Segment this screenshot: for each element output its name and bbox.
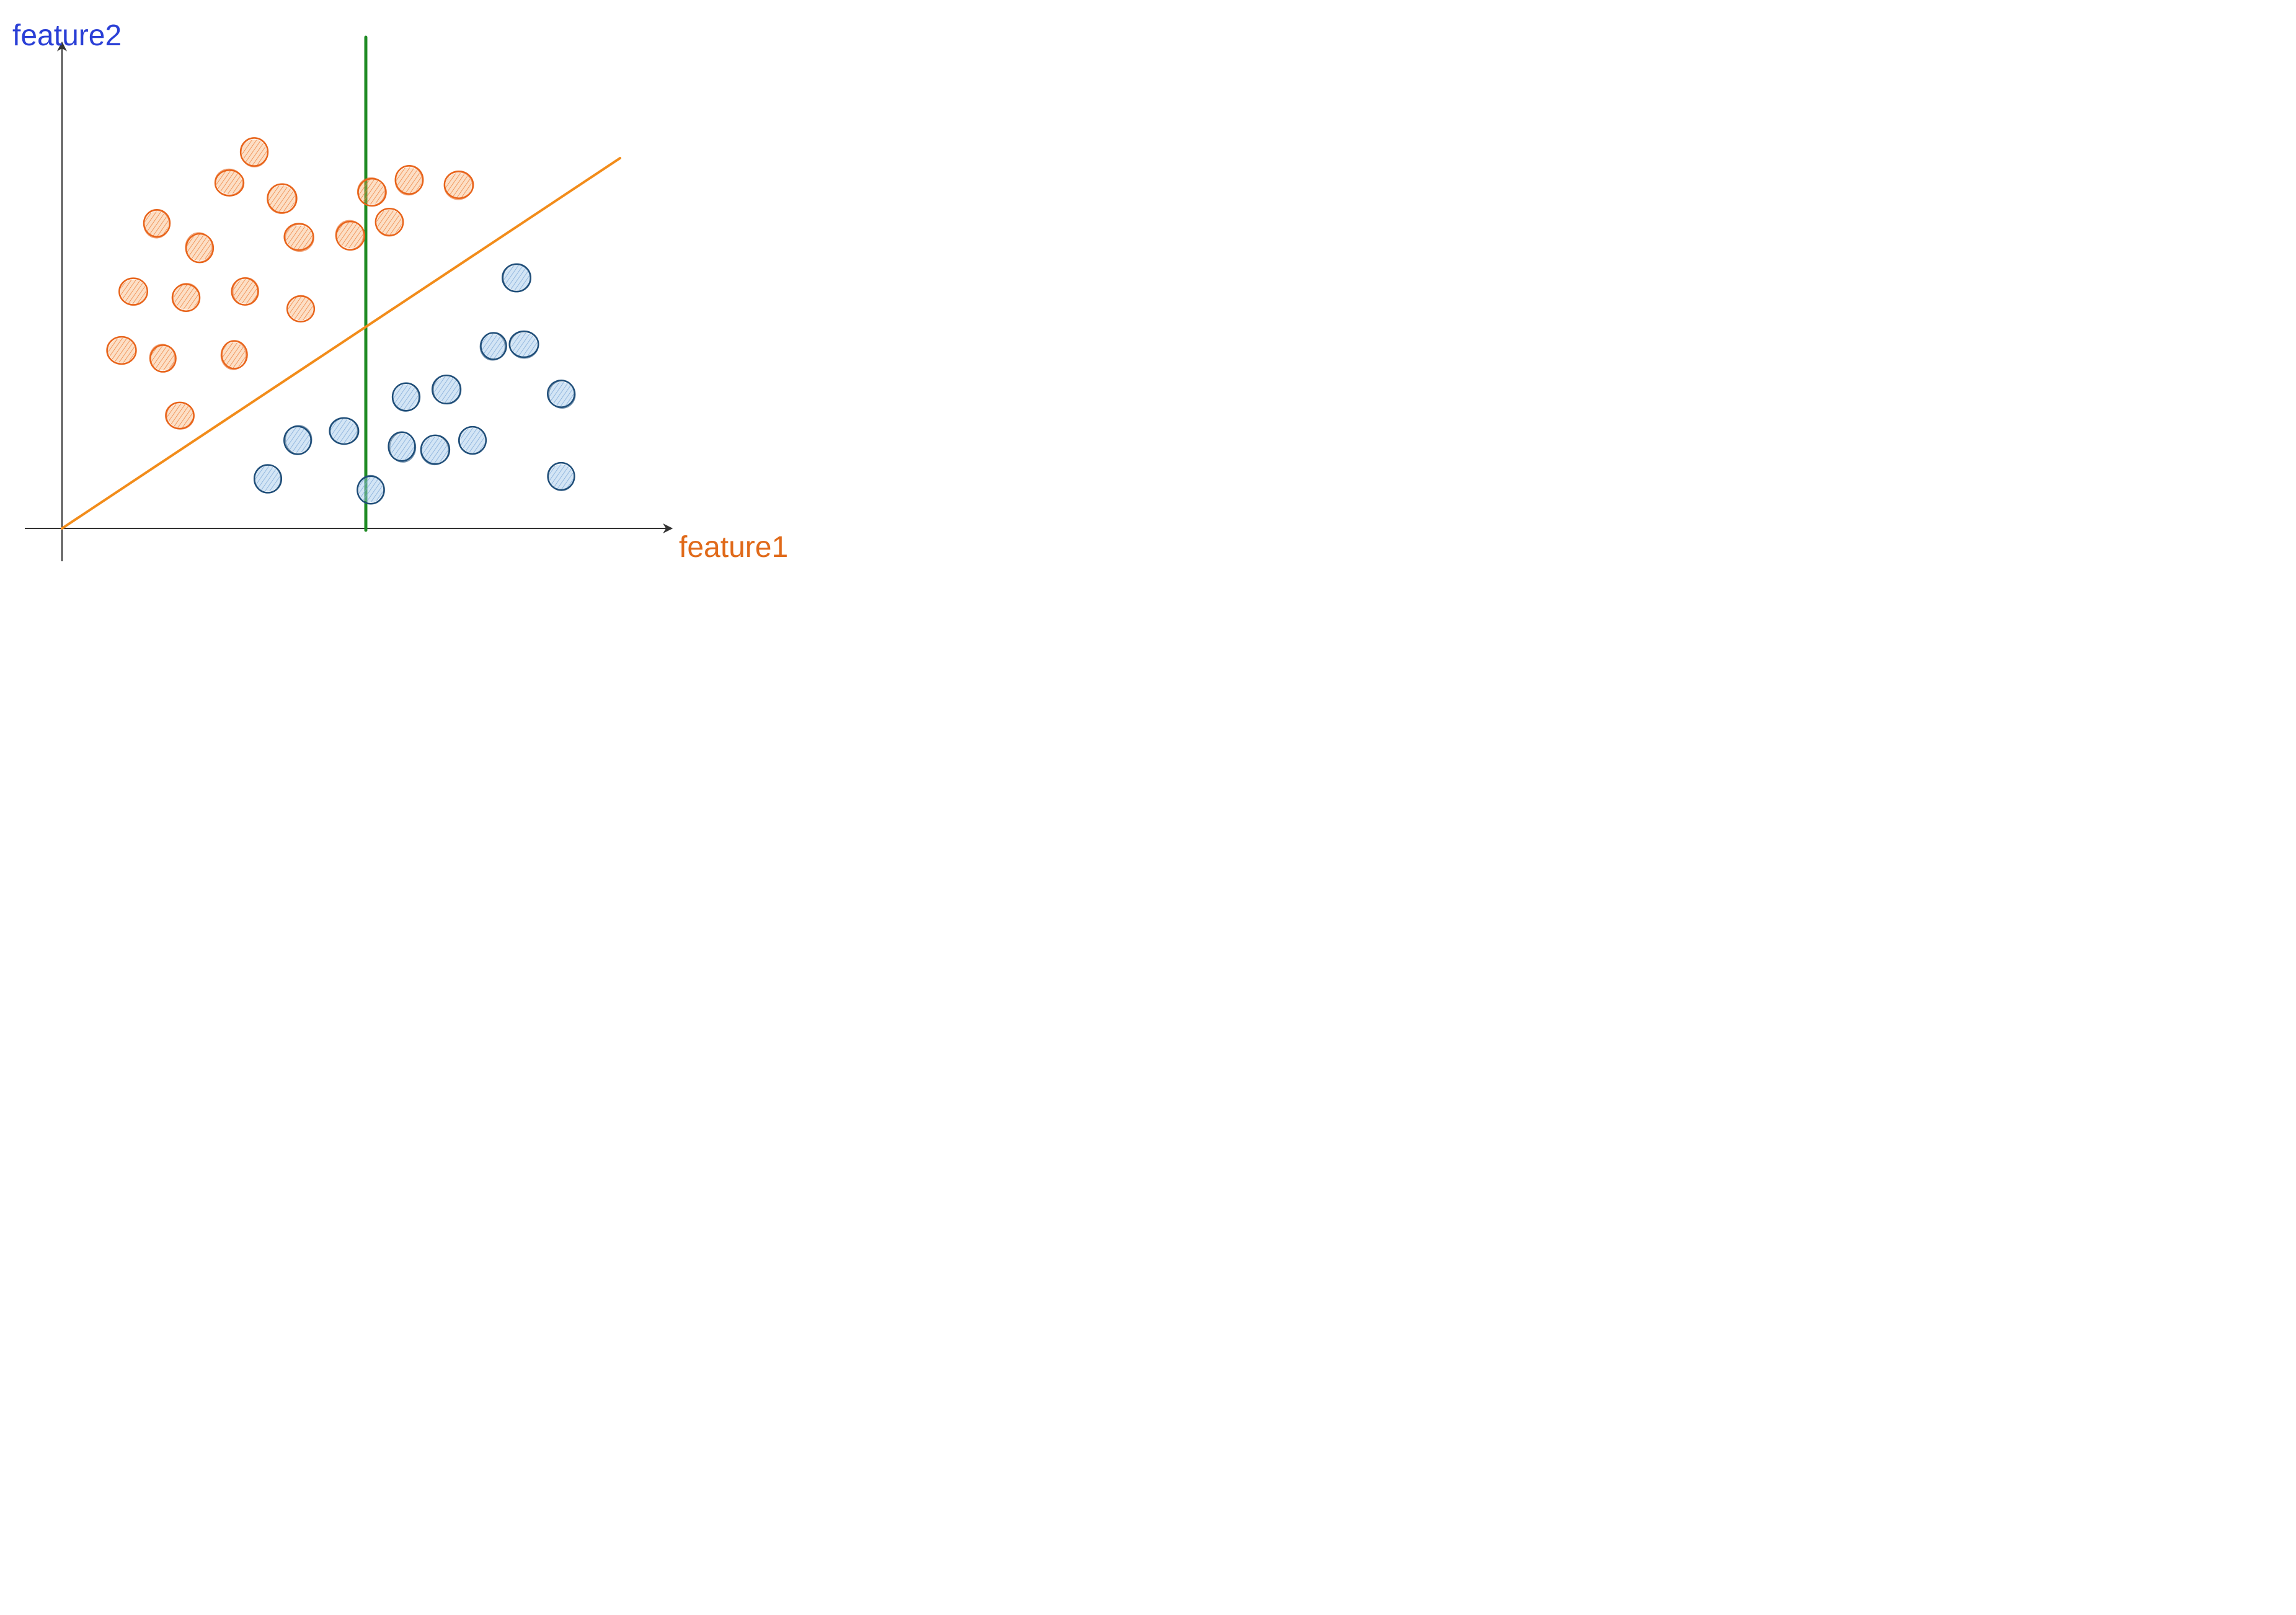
chart-canvas	[0, 0, 856, 602]
class-blue-point	[510, 331, 539, 358]
class-blue-point	[432, 375, 461, 404]
class-orange-point	[172, 283, 200, 311]
x-axis-label: feature1	[679, 530, 788, 564]
class-orange-point	[185, 233, 213, 262]
class-orange-point	[335, 220, 364, 249]
class-orange-point	[285, 224, 314, 252]
class-blue-point	[480, 333, 506, 360]
scatter-chart: feature2 feature1	[0, 0, 2296, 1615]
class-orange-point	[241, 138, 268, 167]
class-orange-point	[232, 278, 259, 305]
class-blue-point	[547, 380, 575, 408]
class-orange-point	[107, 337, 136, 365]
class-blue-point	[329, 417, 358, 444]
class-orange-point	[144, 210, 170, 238]
class-orange-point	[376, 208, 403, 236]
class-orange-point	[358, 178, 386, 206]
class-orange-point	[119, 278, 147, 306]
class-orange-point	[445, 171, 474, 199]
class-blue-point	[502, 264, 531, 291]
class-orange-point	[287, 295, 314, 321]
class-orange-point	[395, 166, 423, 195]
class-blue-point	[392, 383, 420, 411]
y-axis-label: feature2	[12, 19, 122, 53]
class-blue-point	[254, 465, 281, 493]
class-orange-point	[215, 169, 244, 195]
class-orange-point	[166, 403, 194, 429]
class-blue-point	[389, 432, 416, 462]
class-blue-point	[284, 425, 312, 454]
class-blue-point	[420, 435, 450, 465]
class-orange-point	[267, 184, 296, 213]
class-blue-point	[548, 463, 575, 491]
class-orange-point	[149, 344, 175, 371]
class-orange-point	[221, 341, 247, 370]
class-blue-point	[357, 475, 384, 504]
class-blue-point	[459, 427, 486, 455]
